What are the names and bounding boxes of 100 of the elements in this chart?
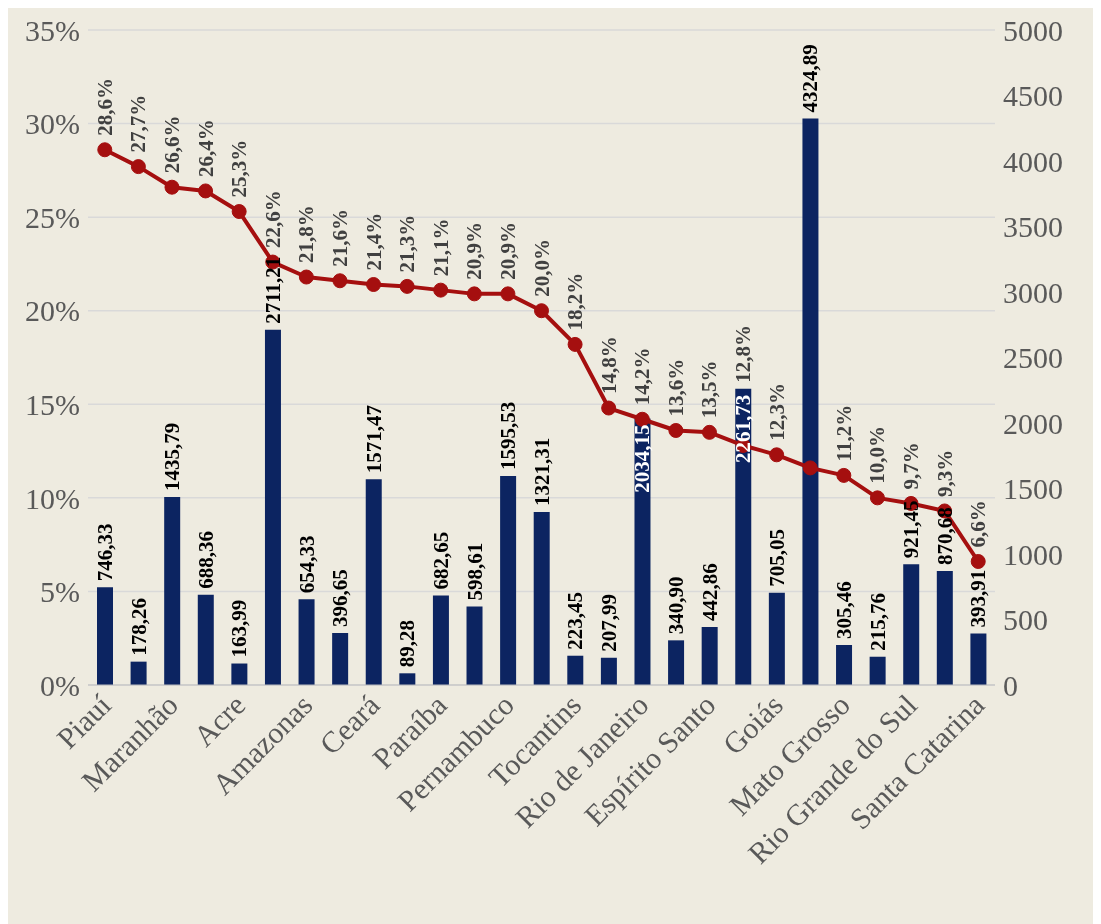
data-label: 12,3% bbox=[764, 383, 789, 441]
data-label: 1595,53 bbox=[496, 401, 521, 470]
bar bbox=[768, 592, 785, 685]
point bbox=[601, 400, 617, 416]
data-label: 20,0% bbox=[529, 238, 554, 297]
bar bbox=[668, 640, 685, 685]
data-label: 921,45 bbox=[899, 500, 924, 559]
data-label: 14,8% bbox=[596, 336, 621, 395]
bar bbox=[936, 570, 953, 685]
y-tick-label: 5% bbox=[40, 575, 80, 609]
data-label: 207,99 bbox=[596, 594, 621, 652]
data-label: 9,7% bbox=[899, 442, 924, 490]
data-label: 12,8% bbox=[731, 324, 756, 383]
point bbox=[701, 424, 717, 440]
data-label: 21,4% bbox=[361, 212, 386, 271]
bar bbox=[802, 118, 819, 685]
data-label: 21,6% bbox=[327, 209, 352, 267]
bar bbox=[197, 594, 214, 685]
data-label: 746,33 bbox=[93, 523, 117, 582]
data-label: 393,91 bbox=[966, 569, 991, 628]
data-label: 1321,31 bbox=[529, 437, 554, 506]
y-tick-label: 10% bbox=[25, 481, 80, 515]
bar bbox=[735, 388, 752, 685]
data-label: 10,0% bbox=[865, 426, 890, 484]
y2-tick-label: 1500 bbox=[1003, 472, 1063, 506]
data-label: 13,6% bbox=[663, 358, 688, 417]
y2-tick-label: 4000 bbox=[1003, 144, 1063, 178]
y-tick-label: 20% bbox=[25, 294, 80, 328]
point bbox=[164, 179, 180, 195]
y2-tick-label: 3000 bbox=[1003, 275, 1063, 309]
bar bbox=[903, 564, 920, 685]
bar bbox=[298, 599, 315, 685]
data-label: 305,46 bbox=[832, 581, 857, 639]
point bbox=[869, 490, 885, 506]
data-label: 705,05 bbox=[764, 528, 789, 587]
data-label: 215,76 bbox=[865, 592, 890, 651]
y2-tick-label: 500 bbox=[1003, 603, 1048, 637]
data-label: 26,4% bbox=[193, 119, 218, 177]
y2-tick-label: 2000 bbox=[1003, 406, 1063, 440]
point bbox=[332, 273, 348, 289]
point bbox=[366, 277, 382, 293]
data-label: 20,9% bbox=[462, 222, 487, 280]
data-label: 396,65 bbox=[328, 569, 353, 628]
y2-tick-label: 0 bbox=[1003, 668, 1018, 702]
data-label: 21,8% bbox=[294, 205, 319, 264]
bar bbox=[231, 663, 248, 685]
y2-tick-label: 3500 bbox=[1003, 210, 1063, 244]
data-label: 25,3% bbox=[227, 139, 252, 198]
data-label: 22,6% bbox=[260, 190, 285, 249]
point bbox=[298, 269, 314, 285]
bar bbox=[164, 496, 181, 685]
data-label: 6,6% bbox=[966, 500, 991, 548]
point bbox=[399, 278, 415, 294]
data-label: 2034,15 bbox=[630, 424, 655, 493]
data-label: 20,9% bbox=[495, 222, 520, 280]
bar bbox=[836, 644, 853, 685]
bar bbox=[97, 587, 113, 685]
y-tick-label: 35% bbox=[25, 13, 80, 47]
y2-tick-label: 2500 bbox=[1003, 341, 1063, 375]
point bbox=[769, 447, 785, 463]
data-label: 870,68 bbox=[932, 507, 957, 565]
bar bbox=[600, 657, 617, 685]
bar bbox=[399, 673, 416, 685]
point bbox=[97, 142, 113, 158]
data-label: 11,2% bbox=[831, 404, 856, 462]
data-label: 89,28 bbox=[395, 620, 420, 668]
bar bbox=[365, 479, 382, 685]
point bbox=[130, 159, 146, 175]
point bbox=[433, 282, 449, 298]
data-label: 223,45 bbox=[563, 591, 588, 650]
data-label: 1435,79 bbox=[160, 422, 185, 491]
data-label: 1571,47 bbox=[361, 404, 386, 474]
point bbox=[534, 303, 549, 319]
y-tick-label: 15% bbox=[25, 387, 80, 421]
data-label: 28,6% bbox=[92, 78, 117, 136]
point bbox=[500, 286, 516, 302]
bar bbox=[130, 661, 147, 685]
point bbox=[567, 336, 583, 352]
point bbox=[970, 553, 986, 569]
data-label: 21,1% bbox=[428, 218, 453, 277]
data-label: 598,61 bbox=[462, 542, 487, 601]
data-label: 340,90 bbox=[664, 576, 689, 635]
y2-tick-label: 1000 bbox=[1003, 537, 1063, 571]
bar bbox=[869, 656, 886, 685]
data-label: 682,65 bbox=[428, 531, 453, 590]
data-label: 26,6% bbox=[159, 115, 184, 174]
point bbox=[466, 286, 482, 302]
data-label: 27,7% bbox=[126, 94, 151, 153]
data-label: 688,36 bbox=[193, 531, 218, 589]
data-label: 2711,21 bbox=[260, 256, 285, 324]
bar bbox=[701, 626, 718, 685]
y-tick-label: 25% bbox=[25, 200, 80, 234]
y2-tick-label: 5000 bbox=[1003, 13, 1063, 47]
data-label: 21,3% bbox=[395, 214, 420, 273]
data-label: 442,86 bbox=[697, 563, 722, 621]
y-tick-label: 30% bbox=[25, 107, 80, 141]
data-label: 2261,73 bbox=[731, 394, 756, 463]
bar bbox=[970, 633, 987, 685]
data-label: 18,2% bbox=[563, 272, 588, 331]
data-label: 178,26 bbox=[126, 597, 151, 656]
